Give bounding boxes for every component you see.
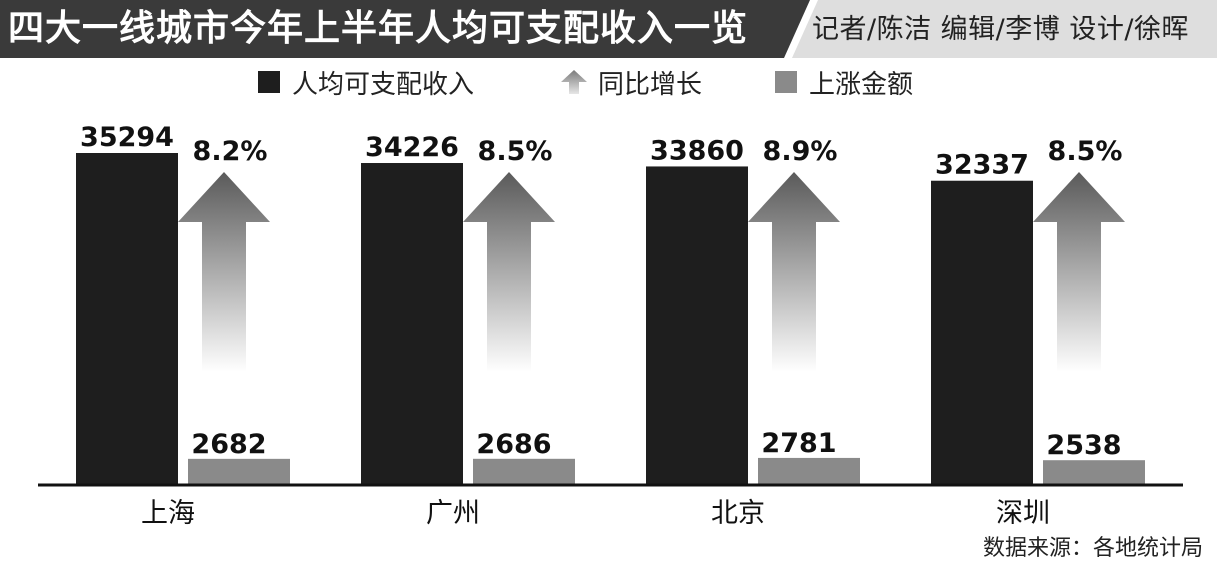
growth-arrow-3 [1033, 172, 1125, 372]
label-income-0: 35294 [80, 122, 174, 153]
bar-increase-0 [188, 458, 290, 484]
bar-income-0 [76, 153, 178, 484]
label-income-2: 33860 [650, 135, 744, 166]
legend-item-growth: 同比增长 [560, 62, 702, 102]
label-growth-3: 8.5% [1048, 136, 1123, 167]
growth-arrow-0 [178, 172, 270, 372]
label-income-3: 32337 [935, 150, 1029, 181]
legend-label-growth: 同比增长 [598, 69, 703, 100]
legend-item-income: 人均可支配收入 [258, 62, 474, 102]
bar-income-3 [931, 180, 1033, 485]
category-label-3: 深圳 [996, 498, 1050, 529]
bar-income-2 [646, 166, 748, 484]
header-banner [0, 0, 1217, 58]
label-increase-1: 2686 [476, 429, 551, 460]
label-increase-2: 2781 [761, 428, 836, 459]
label-growth-1: 8.5% [478, 136, 553, 167]
up-arrow-icon [561, 70, 587, 94]
credits: 记者/陈洁 编辑/李博 设计/徐晖 [812, 14, 1189, 45]
label-income-1: 34226 [365, 132, 459, 163]
legend: 人均可支配收入 同比增长 上涨金额 [0, 62, 1217, 102]
bar-increase-2 [758, 457, 860, 484]
label-growth-0: 8.2% [193, 136, 268, 167]
category-label-0: 上海 [141, 498, 195, 529]
bar-increase-3 [1043, 460, 1145, 484]
legend-label-income: 人均可支配收入 [292, 69, 475, 100]
bar-increase-1 [473, 458, 575, 484]
legend-item-increase: 上涨金额 [775, 62, 913, 102]
label-increase-0: 2682 [191, 429, 266, 460]
legend-swatch-income [258, 71, 280, 93]
bar-income-1 [361, 163, 463, 484]
label-increase-3: 2538 [1046, 430, 1121, 461]
header: 四大一线城市今年上半年人均可支配收入一览 记者/陈洁 编辑/李博 设计/徐晖 [0, 0, 1217, 58]
label-growth-2: 8.9% [763, 136, 838, 167]
category-label-2: 北京 [711, 498, 765, 529]
data-source: 数据来源：各地统计局 [982, 536, 1203, 561]
growth-arrow-1 [463, 172, 555, 372]
category-label-1: 广州 [426, 498, 480, 529]
growth-arrow-2 [748, 172, 840, 372]
legend-label-increase: 上涨金额 [809, 69, 914, 100]
chart-title: 四大一线城市今年上半年人均可支配收入一览 [8, 8, 749, 49]
legend-swatch-increase [775, 71, 797, 93]
